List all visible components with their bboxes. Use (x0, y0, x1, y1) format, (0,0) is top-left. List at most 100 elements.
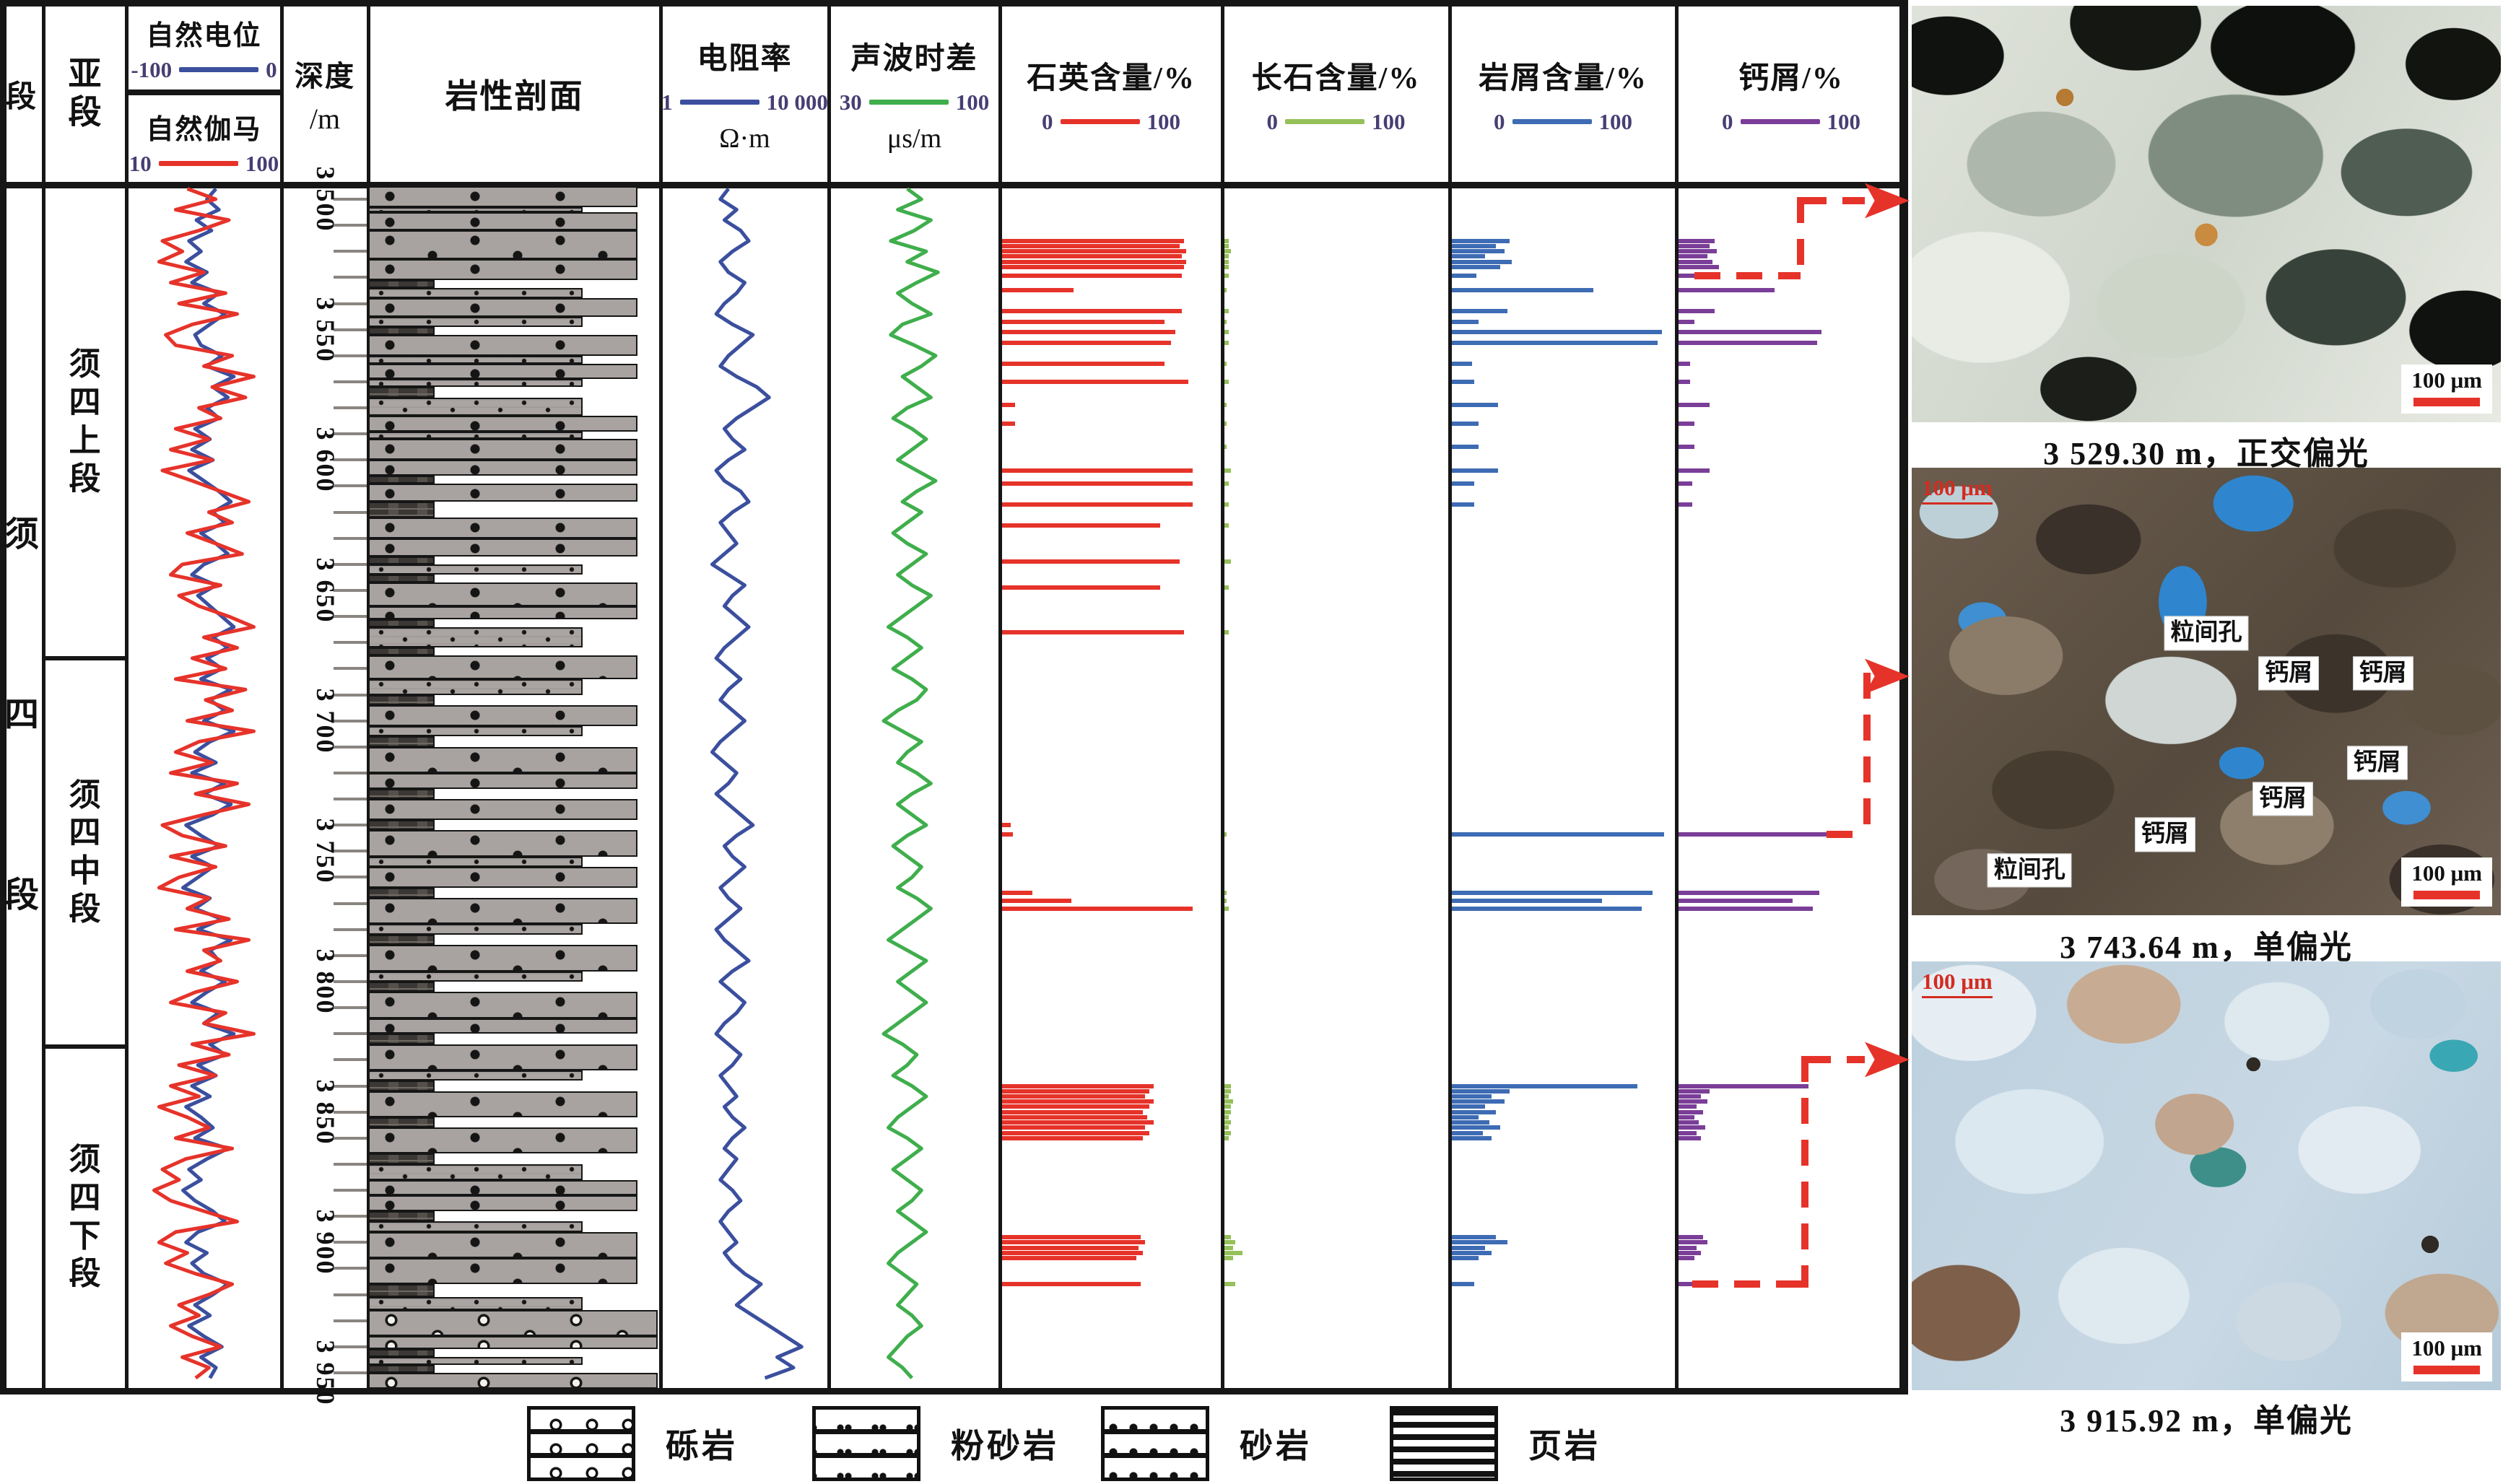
scale-min: 30 (839, 89, 862, 115)
legend-item-slt: 粉砂岩 (812, 1406, 1059, 1481)
lith-layer-cg (370, 1336, 658, 1350)
bar-qz (1002, 379, 1188, 384)
bar-fs (1224, 585, 1229, 590)
scale-max: 100 (1598, 108, 1633, 134)
bar-ca (1679, 1135, 1701, 1140)
legend-swatch-band (531, 1410, 632, 1434)
track-divider-line (1905, 0, 1908, 1394)
bar-ca (1679, 1094, 1701, 1099)
legend-item-cg: 砾岩 (527, 1406, 738, 1481)
legend-swatch-band (1105, 1458, 1206, 1478)
lith-layer-si (370, 287, 583, 299)
photo-annotation: 钙屑 (2352, 656, 2413, 691)
depth-tick (334, 979, 367, 983)
legend-swatch-band (816, 1433, 917, 1459)
lith-layer-ss (370, 799, 638, 820)
depth-tick (334, 380, 367, 383)
lith-layer-ss (370, 298, 638, 317)
seg-member-label: 须四段 (0, 505, 43, 917)
legend-swatch-band (816, 1458, 917, 1478)
depth-tick (334, 902, 367, 905)
bar-rf (1452, 403, 1499, 408)
scalebar-line (2413, 891, 2481, 899)
lith-layer-si (370, 431, 583, 440)
depth-tick (334, 432, 367, 436)
bar-fs (1224, 1104, 1232, 1109)
bar-qz (1002, 1114, 1147, 1119)
bar-rf (1452, 309, 1507, 314)
scale-max: 100 (955, 89, 990, 115)
bar-fs (1224, 906, 1229, 911)
bar-qz (1002, 1083, 1154, 1088)
seg-char: 段 (4, 876, 39, 915)
depth-header-label: 深度 (295, 59, 355, 92)
bar-qz (1002, 823, 1011, 828)
bar-rf (1452, 1109, 1497, 1114)
bar-rf (1452, 288, 1593, 293)
arrow-dash-h1 (1692, 1280, 1805, 1288)
thin-section-photo-3: 100 μm 100 μm (1912, 961, 2501, 1390)
bar-rf (1452, 898, 1603, 903)
lith-layer-sh (370, 887, 435, 899)
lith-layer-ss (370, 898, 638, 925)
legend-label: 粉砂岩 (951, 1428, 1059, 1465)
bar-fs (1224, 629, 1229, 634)
bar-qz (1002, 891, 1032, 896)
bar-ca (1679, 906, 1813, 911)
lith-layer-si (370, 678, 583, 695)
bar-ca (1679, 1250, 1701, 1255)
submember-boundary-line (43, 655, 126, 660)
bar-qz (1002, 1135, 1143, 1140)
bar-ca (1679, 319, 1694, 324)
lith-header-label: 岩性剖面 (445, 78, 584, 115)
photo-scalebar: 100 μm (2401, 365, 2492, 414)
bar-fs (1224, 468, 1232, 473)
lith-layer-ss (370, 363, 638, 380)
bar-qz (1002, 629, 1184, 634)
depth-tick (334, 406, 367, 410)
bar-ca (1679, 1281, 1692, 1286)
bar-qz (1002, 1255, 1136, 1260)
lith-layer-ss (370, 945, 638, 972)
depth-tick (334, 1110, 367, 1114)
bar-qz (1002, 1125, 1145, 1130)
bar-qz (1002, 898, 1071, 903)
bar-rf (1452, 259, 1512, 264)
bar-fs (1224, 361, 1227, 366)
lith-layer-ss (370, 606, 638, 619)
bar-ca (1679, 244, 1710, 249)
depth-header-unit: /m (309, 102, 341, 135)
resistivity-curve (710, 187, 804, 1380)
lith-layer-ss (370, 704, 638, 726)
depth-tick (334, 224, 367, 227)
depth-tick (334, 1319, 367, 1322)
legend-swatch-band (1105, 1433, 1206, 1459)
submember-label: 须四中段 (69, 777, 101, 927)
bar-qz (1002, 1099, 1154, 1104)
bar-qz (1002, 1120, 1154, 1125)
lith-layer-si (370, 1297, 583, 1311)
legend-label: 砾岩 (666, 1428, 738, 1465)
depth-tick (334, 745, 367, 748)
legend-label: 页岩 (1528, 1428, 1601, 1465)
thin-section-photo-1: 100 μm (1912, 6, 2501, 422)
bar-fs (1224, 1120, 1232, 1125)
bar-fs (1224, 403, 1227, 408)
legend-item-ss: 砂岩 (1101, 1406, 1312, 1481)
lith-layer-sh (370, 476, 435, 484)
depth-tick (334, 824, 367, 827)
scale-line (869, 100, 949, 105)
photo-caption-3: 3 915.92 m，单偏光 (2060, 1403, 2353, 1439)
log-chart-frame (0, 0, 1906, 1394)
bar-rf (1452, 254, 1485, 259)
bar-rf (1452, 468, 1499, 473)
bar-rf (1452, 361, 1472, 366)
depth-tick (334, 458, 367, 462)
lith-layer-ss (370, 1127, 638, 1154)
bar-qz (1002, 468, 1193, 473)
header-lith: 岩性剖面 (368, 6, 661, 182)
lith-layer-si (370, 1357, 583, 1366)
arrow-dash-h1 (1694, 271, 1801, 279)
bar-fs (1224, 1135, 1229, 1140)
depth-tick (334, 1058, 367, 1062)
